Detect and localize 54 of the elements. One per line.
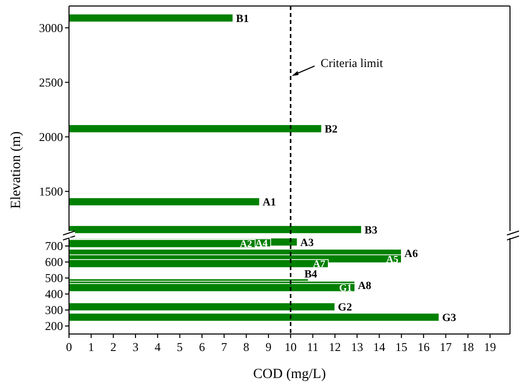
- bar: [68, 197, 260, 206]
- annotation: B2: [324, 124, 338, 136]
- bar: [68, 225, 362, 234]
- x-tick-label: 5: [176, 340, 183, 354]
- y-tick-label: 500: [45, 271, 63, 286]
- annotation: A7: [313, 259, 326, 270]
- x-tick-label: 7: [221, 340, 228, 354]
- x-tick-label: 17: [440, 340, 452, 354]
- annotation: A8: [358, 280, 372, 292]
- x-tick-label: 3: [132, 340, 138, 354]
- bar: [68, 283, 356, 292]
- y-tick-label: 3000: [39, 21, 63, 36]
- x-axis-title: COD (mg/L): [253, 367, 326, 382]
- x-tick-label: 8: [243, 340, 250, 354]
- annotation: A3: [300, 236, 314, 249]
- annotation: A2: [240, 239, 252, 250]
- x-tick-label: 14: [373, 340, 386, 354]
- y-tick-label: 200: [45, 319, 63, 334]
- x-tick-label: 11: [306, 340, 319, 354]
- x-tick-label: 18: [462, 340, 474, 354]
- annotation: B4: [304, 268, 318, 281]
- bar: [68, 312, 440, 322]
- bar: [68, 302, 336, 312]
- y-tick-label: 2500: [39, 76, 63, 90]
- annotation: B3: [364, 224, 378, 236]
- y-tick-label: 300: [45, 303, 63, 318]
- x-tick-label: 0: [66, 340, 72, 354]
- annotation: A5: [386, 254, 398, 266]
- annotation: A1: [262, 196, 276, 209]
- ref-line-label: Criteria limit: [320, 56, 384, 70]
- x-tick-label: 10: [284, 340, 297, 354]
- x-tick-label: 19: [484, 340, 496, 354]
- bar: [68, 14, 234, 22]
- x-tick-label: 6: [198, 340, 205, 354]
- annotation: A4: [255, 238, 268, 250]
- y-tick-label: 700: [45, 239, 63, 254]
- x-tick-label: 12: [328, 340, 341, 354]
- annotation: G2: [338, 302, 352, 314]
- bar: [68, 124, 322, 134]
- x-tick-label: 16: [418, 340, 430, 354]
- annotation: B1: [236, 12, 249, 25]
- x-tick-label: 9: [265, 340, 272, 354]
- annotation: A6: [404, 248, 418, 260]
- x-tick-label: 4: [154, 340, 161, 354]
- x-tick-label: 2: [110, 340, 116, 354]
- y-tick-label: 2000: [39, 130, 63, 144]
- x-tick-label: 1: [88, 340, 94, 354]
- y-tick-label: 400: [45, 287, 63, 302]
- x-tick-label: 13: [351, 340, 364, 354]
- x-tick-label: 15: [395, 340, 408, 354]
- y-axis-title: Elevation (m): [9, 130, 24, 209]
- y-tick-label: 600: [45, 255, 63, 270]
- y-tick-label: 1500: [39, 184, 63, 199]
- annotation: G3: [442, 312, 457, 324]
